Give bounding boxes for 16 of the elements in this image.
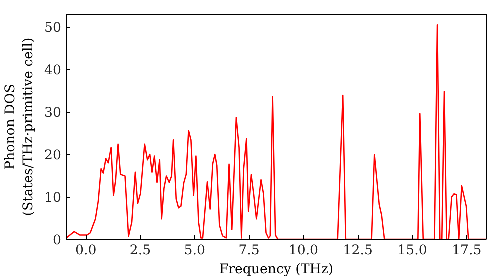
x-tick-label: 12.5 <box>343 244 373 258</box>
x-tick-label: 2.5 <box>130 244 152 258</box>
x-tick-label: 5.0 <box>184 244 206 258</box>
y-tick-label: 20 <box>44 148 62 164</box>
x-axis-title: Frequency (THz) <box>219 262 334 278</box>
x-tick-label: 10.0 <box>288 244 319 258</box>
y-tick-label: 0 <box>53 234 62 248</box>
y-axis-title: Phonon DOS (States/THz·primitive cell) <box>4 38 37 216</box>
x-tick-label: 17.5 <box>452 244 482 258</box>
y-tick-label: 40 <box>44 64 62 79</box>
y-tick-label: 30 <box>44 106 62 122</box>
y-tick-label: 50 <box>44 21 62 36</box>
x-tick-label: 0.0 <box>75 244 97 258</box>
y-tick-label: 10 <box>44 191 62 206</box>
x-tick-label: 15.0 <box>398 244 428 258</box>
x-tick-label: 7.5 <box>238 244 260 258</box>
